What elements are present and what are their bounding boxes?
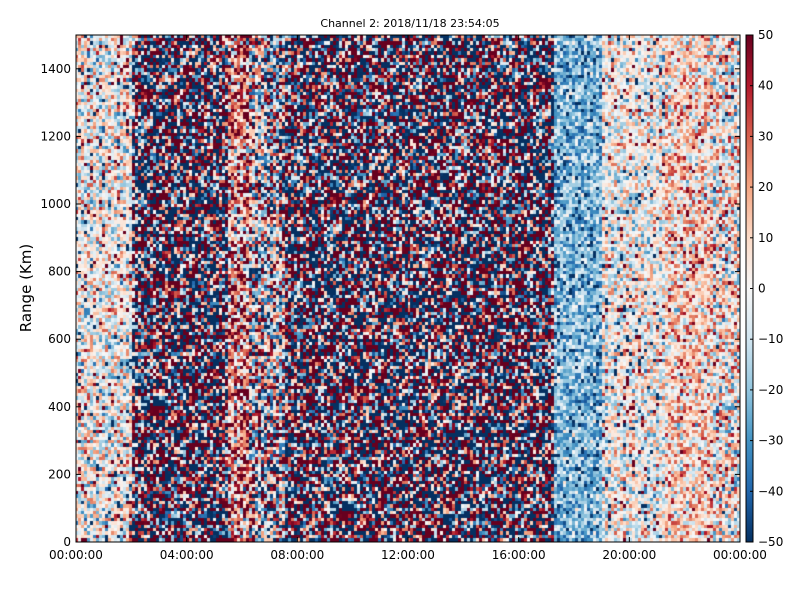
colorbar-tick-label: −40 xyxy=(758,484,783,498)
colorbar-tick-label: 40 xyxy=(758,79,773,93)
colorbar-tick-label: −30 xyxy=(758,434,783,448)
x-tick-label: 16:00:00 xyxy=(492,548,546,562)
colorbar-tick-label: 10 xyxy=(758,231,773,245)
y-tick-label: 800 xyxy=(48,265,71,279)
y-axis-label: Range (Km) xyxy=(17,244,35,332)
y-tick-label: 600 xyxy=(48,332,71,346)
x-axis: 00:00:00 04:00:00 08:00:00 12:00:00 16:00:00… xyxy=(49,35,767,562)
y-tick-label: 1000 xyxy=(40,197,71,211)
colorbar-tick-label: −50 xyxy=(758,535,783,549)
x-tick-label: 00:00:00 xyxy=(713,548,767,562)
y-tick-label: 1200 xyxy=(40,129,71,143)
x-tick-label: 08:00:00 xyxy=(270,548,324,562)
colorbar-tick-label: 30 xyxy=(758,129,773,143)
heatmap-cells xyxy=(76,35,740,542)
y-tick-label: 200 xyxy=(48,467,71,481)
colorbar: 50 40 30 20 10 0 −10 −20 −30 −40 −50 xyxy=(745,28,783,549)
colorbar-tick-label: 0 xyxy=(758,282,766,296)
y-tick-label: 0 xyxy=(63,535,71,549)
y-axis: 0 200 400 600 800 1000 1200 1400 xyxy=(40,62,740,549)
x-tick-label: 04:00:00 xyxy=(160,548,214,562)
colorbar-tick-label: 20 xyxy=(758,180,773,194)
colorbar-tick-label: −20 xyxy=(758,383,783,397)
heatmap-image xyxy=(76,35,740,542)
y-tick-label: 1400 xyxy=(40,62,71,76)
colorbar-tick-label: −10 xyxy=(758,332,783,346)
x-tick-label: 00:00:00 xyxy=(49,548,103,562)
colorbar-tick-label: 50 xyxy=(758,28,773,42)
chart-title: Channel 2: 2018/11/18 23:54:05 xyxy=(320,17,499,30)
x-tick-label: 20:00:00 xyxy=(602,548,656,562)
x-tick-label: 12:00:00 xyxy=(381,548,435,562)
y-tick-label: 400 xyxy=(48,400,71,414)
